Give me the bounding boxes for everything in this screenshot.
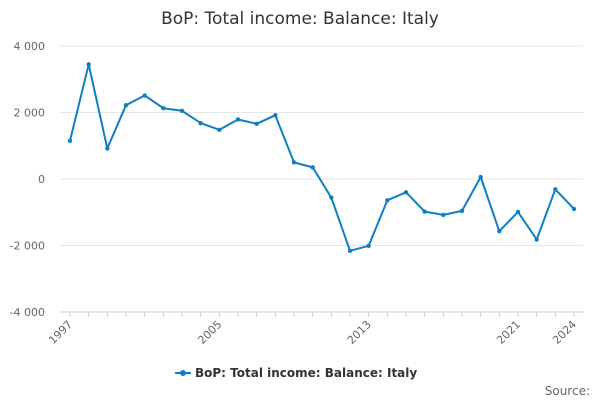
data-point[interactable] — [217, 127, 222, 132]
data-point[interactable] — [310, 165, 315, 170]
series-line — [69, 63, 575, 252]
data-point[interactable] — [161, 105, 166, 111]
data-point[interactable] — [403, 190, 409, 195]
legend-label: BoP: Total income: Balance: Italy — [195, 366, 417, 380]
data-point[interactable] — [179, 108, 185, 114]
data-point[interactable] — [478, 174, 483, 180]
data-point[interactable] — [273, 112, 278, 118]
gridlines — [60, 45, 583, 246]
legend[interactable]: BoP: Total income: Balance: Italy — [175, 366, 417, 380]
data-point[interactable] — [366, 243, 371, 249]
y-tick-label: -4 000 — [10, 306, 45, 319]
y-tick-label: 2 000 — [14, 107, 46, 120]
data-point[interactable] — [254, 121, 259, 127]
data-point[interactable] — [553, 187, 558, 192]
x-tick-label: 1997 — [46, 318, 75, 347]
data-point[interactable] — [329, 195, 334, 200]
data-point[interactable] — [235, 117, 241, 122]
data-point[interactable] — [67, 138, 73, 143]
data-point[interactable] — [123, 102, 129, 108]
x-tick-label: 2005 — [195, 318, 224, 347]
data-point[interactable] — [571, 206, 577, 212]
data-point[interactable] — [497, 229, 502, 234]
legend-point-marker — [180, 370, 186, 376]
data-point[interactable] — [105, 146, 110, 151]
series-layer — [67, 62, 577, 254]
data-point[interactable] — [534, 237, 539, 242]
data-point[interactable] — [515, 209, 521, 215]
y-tick-label: -2 000 — [10, 240, 45, 253]
data-point[interactable] — [459, 208, 465, 214]
data-point[interactable] — [142, 93, 147, 98]
source-label: Source: — [545, 384, 590, 398]
data-point[interactable] — [441, 212, 446, 218]
y-tick-label: 0 — [38, 173, 45, 186]
data-point[interactable] — [291, 160, 297, 165]
data-point[interactable] — [385, 198, 390, 203]
y-axis: -4 000 -2 000 0 2 000 4 000 — [10, 40, 45, 319]
y-tick-label: 4 000 — [14, 40, 46, 53]
data-point[interactable] — [347, 248, 353, 254]
x-tick-label: 2021 — [494, 318, 523, 347]
data-point[interactable] — [422, 209, 427, 214]
x-tick-label: 2013 — [345, 318, 374, 347]
x-axis: 1997 2005 2013 2021 2024 — [46, 312, 579, 347]
data-point[interactable] — [198, 120, 203, 126]
data-point[interactable] — [86, 62, 91, 67]
chart-title: BoP: Total income: Balance: Italy — [161, 9, 439, 29]
x-tick-label: 2024 — [550, 318, 579, 347]
